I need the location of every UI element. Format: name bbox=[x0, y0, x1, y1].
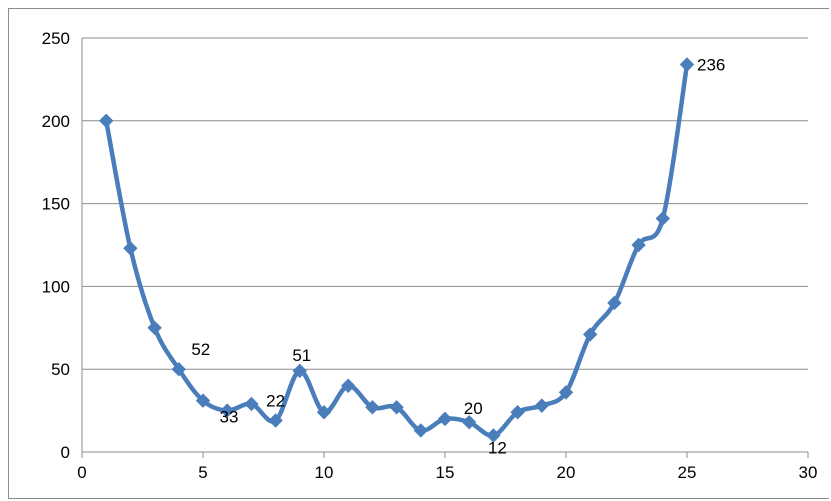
x-tick-label: 10 bbox=[315, 463, 334, 482]
labels: 52 33 22 51 20 12 236 bbox=[191, 55, 725, 457]
data-label: 22 bbox=[266, 392, 285, 411]
data-point-marker bbox=[316, 405, 332, 420]
data-point-marker bbox=[486, 428, 501, 443]
data-point-marker bbox=[123, 241, 138, 256]
chart-frame bbox=[8, 8, 829, 499]
grid-lines bbox=[82, 37, 808, 370]
y-tick-label: 200 bbox=[42, 112, 70, 131]
x-tick-label: 15 bbox=[436, 463, 455, 482]
x-tick-label: 20 bbox=[557, 463, 576, 482]
data-point-marker bbox=[607, 295, 622, 311]
series-line-0 bbox=[103, 62, 690, 438]
series bbox=[103, 62, 690, 438]
data-point-marker bbox=[461, 414, 477, 430]
y-tick-label: 100 bbox=[42, 277, 70, 296]
data-point-marker bbox=[582, 327, 598, 342]
data-point-marker bbox=[510, 405, 525, 420]
x-tick-label: 30 bbox=[799, 463, 818, 482]
data-point-marker bbox=[340, 378, 356, 393]
data-label: 33 bbox=[220, 408, 239, 427]
data-point-marker bbox=[292, 363, 308, 379]
markers bbox=[98, 57, 695, 443]
data-point-marker bbox=[679, 57, 695, 72]
data-point-marker bbox=[147, 320, 162, 336]
data-point-marker bbox=[631, 237, 646, 253]
data-label: 51 bbox=[292, 346, 311, 365]
data-label: 52 bbox=[191, 340, 210, 359]
data-label: 20 bbox=[464, 399, 483, 418]
data-label: 12 bbox=[488, 438, 507, 457]
y-tick-label: 250 bbox=[42, 29, 70, 48]
y-tick-label: 150 bbox=[42, 195, 70, 214]
data-point-marker bbox=[413, 423, 429, 438]
data-point-marker bbox=[98, 113, 114, 129]
data-point-marker bbox=[389, 400, 404, 415]
data-point-marker bbox=[437, 411, 453, 427]
x-tick-label: 0 bbox=[77, 463, 86, 482]
y-tick-label: 50 bbox=[51, 360, 70, 379]
data-point-marker bbox=[534, 398, 550, 413]
x-tick-label: 25 bbox=[678, 463, 697, 482]
data-point-marker bbox=[268, 413, 283, 428]
data-point-marker bbox=[171, 361, 187, 377]
y-tick-label: 0 bbox=[61, 443, 70, 462]
data-point-marker bbox=[219, 403, 235, 418]
data-point-marker bbox=[195, 393, 211, 408]
data-point-marker bbox=[244, 396, 259, 412]
axes: 0 50 100 150 200 250 0 5 10 15 20 25 30 bbox=[42, 29, 818, 482]
data-point-marker bbox=[365, 400, 380, 415]
data-point-marker bbox=[558, 385, 574, 400]
x-tick-label: 5 bbox=[198, 463, 207, 482]
data-point-marker bbox=[655, 211, 671, 226]
data-label: 236 bbox=[697, 55, 725, 74]
